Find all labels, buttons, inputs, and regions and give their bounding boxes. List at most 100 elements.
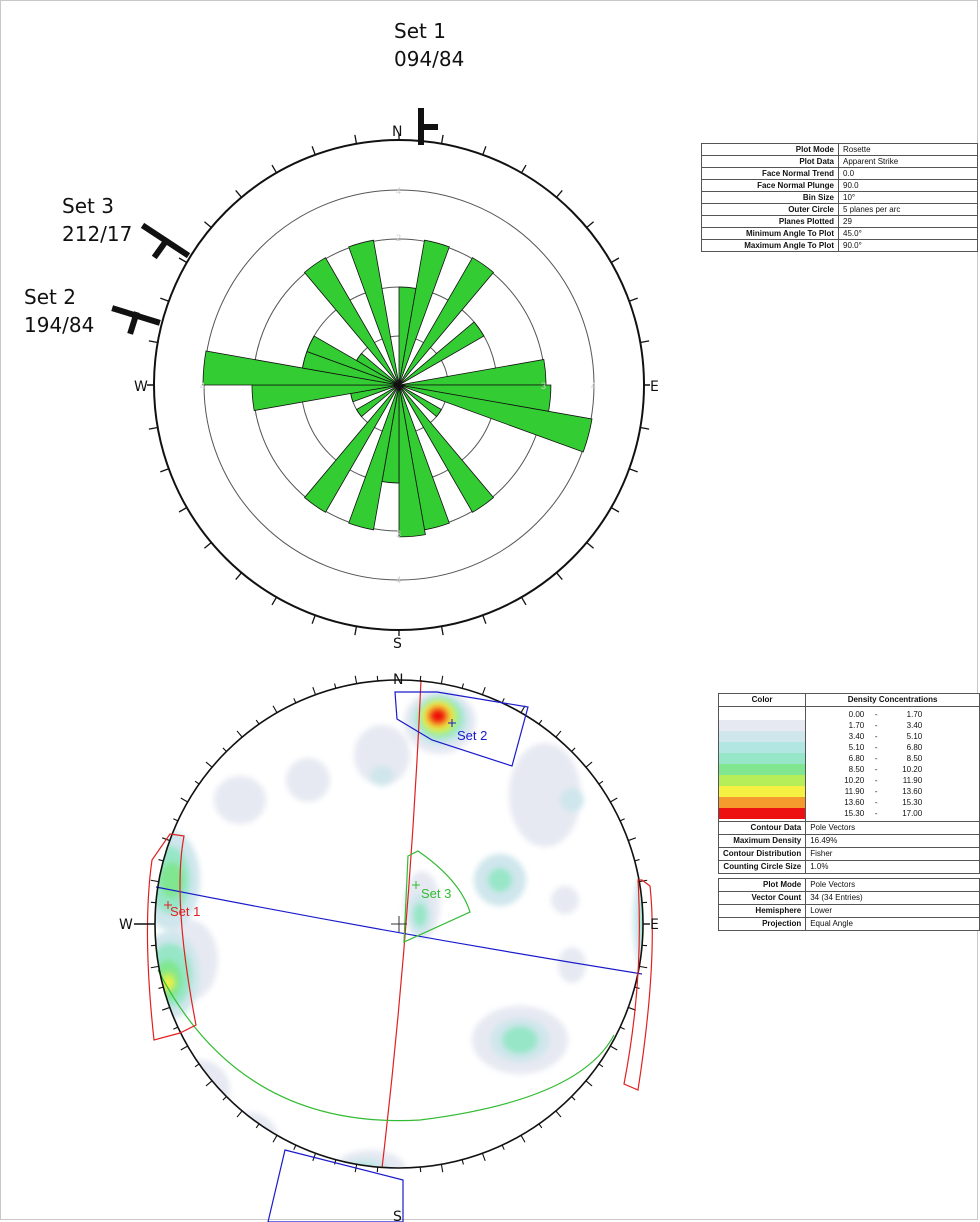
legend-range-dash: -	[874, 776, 878, 785]
legend-color-header: Color	[717, 693, 807, 707]
rosette-petal-195	[348, 384, 400, 531]
rosette-tick	[640, 340, 650, 344]
legend-range-row: 13.60- 15.30	[806, 797, 979, 808]
legend-range-row: 10.20- 11.90	[806, 775, 979, 786]
rosette-petals	[202, 239, 593, 538]
legend-range-dash: -	[874, 798, 878, 807]
rosette-tick	[235, 572, 243, 580]
rosette-tick	[640, 426, 650, 430]
rosette-tick	[204, 221, 212, 229]
legend-color-swatch	[719, 742, 806, 753]
rosette-tick	[354, 134, 358, 144]
rosette-petal-215	[303, 384, 400, 513]
legend-range-high: 6.80	[906, 743, 923, 752]
plot-info-value: Equal Angle	[805, 917, 980, 931]
rosette-info-label: Maximum Angle To Plot	[701, 239, 839, 252]
rosette-info-value: 10°	[838, 191, 978, 204]
legend-range-low: 6.80	[848, 754, 865, 763]
density-legend-table: Color Density Concentrations 0.00-1.70 1.…	[717, 693, 980, 931]
rosette-tick	[629, 468, 638, 473]
legend-range-row: 15.30- 17.00	[806, 808, 979, 819]
rosette-tick	[271, 164, 278, 174]
rosette-info-value: Apparent Strike	[838, 155, 978, 168]
rosette-tick	[160, 468, 169, 473]
rosette-info-label: Face Normal Trend	[701, 167, 839, 180]
rosette-petal-305	[356, 352, 400, 386]
legend-range-low: 13.60	[844, 798, 865, 807]
rosette-info-label: Bin Size	[701, 191, 839, 204]
legend-range-dash: -	[874, 787, 878, 796]
contour-info-value: 1.0%	[805, 860, 980, 874]
ring-label-4-top: 4	[396, 186, 401, 196]
rosette-petal-145	[398, 384, 495, 513]
plot-info-row: Hemisphere Lower	[717, 904, 980, 918]
legend-color-swatch	[719, 797, 806, 808]
rosette-petal-125	[398, 384, 442, 418]
plot-info-value: 34 (34 Entries)	[805, 891, 980, 905]
rosette-petal-175	[398, 384, 426, 538]
legend-range-low: 1.70	[848, 721, 865, 730]
legend-range-dash: -	[874, 754, 878, 763]
rosette-tick	[520, 164, 527, 174]
plot-info-value: Lower	[805, 904, 980, 918]
legend-color-swatch	[719, 808, 806, 819]
rosette-petal-55	[398, 321, 485, 386]
rosette-petal-15	[398, 239, 450, 386]
rosette-info-row: Outer Circle 5 planes per arc	[701, 203, 978, 216]
legend-density-header: Density Concentrations	[805, 693, 980, 707]
contour-info-label: Maximum Density	[717, 834, 807, 848]
rosette-petal-295	[306, 335, 400, 386]
legend-range-dash: -	[874, 710, 878, 719]
plot-info-row: Vector Count 34 (34 Entries)	[717, 891, 980, 905]
set-2-orientation-label: 194/84	[24, 313, 94, 337]
contour-info-row: Contour Distribution Fisher	[717, 847, 980, 861]
rosette-info-label: Face Normal Plunge	[701, 179, 839, 192]
plot-info-label: Plot Mode	[717, 878, 807, 892]
rosette-tick	[586, 221, 594, 229]
legend-range-low: 8.50	[848, 765, 865, 774]
legend-range-dash: -	[874, 765, 878, 774]
rosette-tick	[235, 190, 243, 198]
contour-info-value: Fisher	[805, 847, 980, 861]
legend-range-high: 10.20	[902, 765, 923, 774]
contour-info-value: Pole Vectors	[805, 821, 980, 835]
rosette-tick	[440, 626, 444, 636]
legend-range-dash: -	[874, 721, 878, 730]
contour-info-label: Contour Data	[717, 821, 807, 835]
set-3-strike-dip-symbol	[140, 222, 191, 260]
legend-range-dash: -	[874, 732, 878, 741]
set-2-strike-dip-symbol	[111, 305, 161, 335]
legend-range-low: 5.10	[848, 743, 865, 752]
legend-range-row: 0.00- 1.70	[806, 709, 979, 720]
legend-range-row: 1.70- 3.40	[806, 720, 979, 731]
legend-range-high: 11.90	[902, 776, 923, 785]
contour-info-row: Contour Data Pole Vectors	[717, 821, 980, 835]
legend-range-high: 17.00	[902, 809, 923, 818]
rosette-tick	[354, 626, 358, 636]
ring-label-4-right: 4	[591, 381, 596, 391]
legend-range-row: 5.10- 6.80	[806, 742, 979, 753]
rosette-tick	[160, 297, 169, 302]
rosette-north-label: N	[392, 124, 402, 140]
rosette-tick	[610, 506, 620, 513]
rosette-info-label: Plot Data	[701, 155, 839, 168]
legend-color-swatch	[719, 775, 806, 786]
rosette-tick	[482, 615, 487, 624]
legend-range-high: 15.30	[902, 798, 923, 807]
plot-info-row: Projection Equal Angle	[717, 917, 980, 931]
rosette-tick	[520, 596, 527, 606]
legend-color-swatch	[719, 720, 806, 731]
rosette-info-row: Plot Mode Rosette	[701, 143, 978, 156]
rosette-tick	[204, 541, 212, 549]
legend-range-row: 11.90- 13.60	[806, 786, 979, 797]
rosette-info-label: Minimum Angle To Plot	[701, 227, 839, 240]
rosette-tick	[586, 541, 594, 549]
contour-info-row: Maximum Density 16.49%	[717, 834, 980, 848]
legend-color-swatch	[719, 764, 806, 775]
rosette-info-label: Outer Circle	[701, 203, 839, 216]
ring-label-3-bottom: 3	[396, 529, 401, 539]
rosette-info-value: Rosette	[838, 143, 978, 156]
rosette-info-value: 45.0°	[838, 227, 978, 240]
rosette-petal-345	[348, 239, 400, 386]
ring-label-4-bottom: 4	[396, 575, 401, 585]
